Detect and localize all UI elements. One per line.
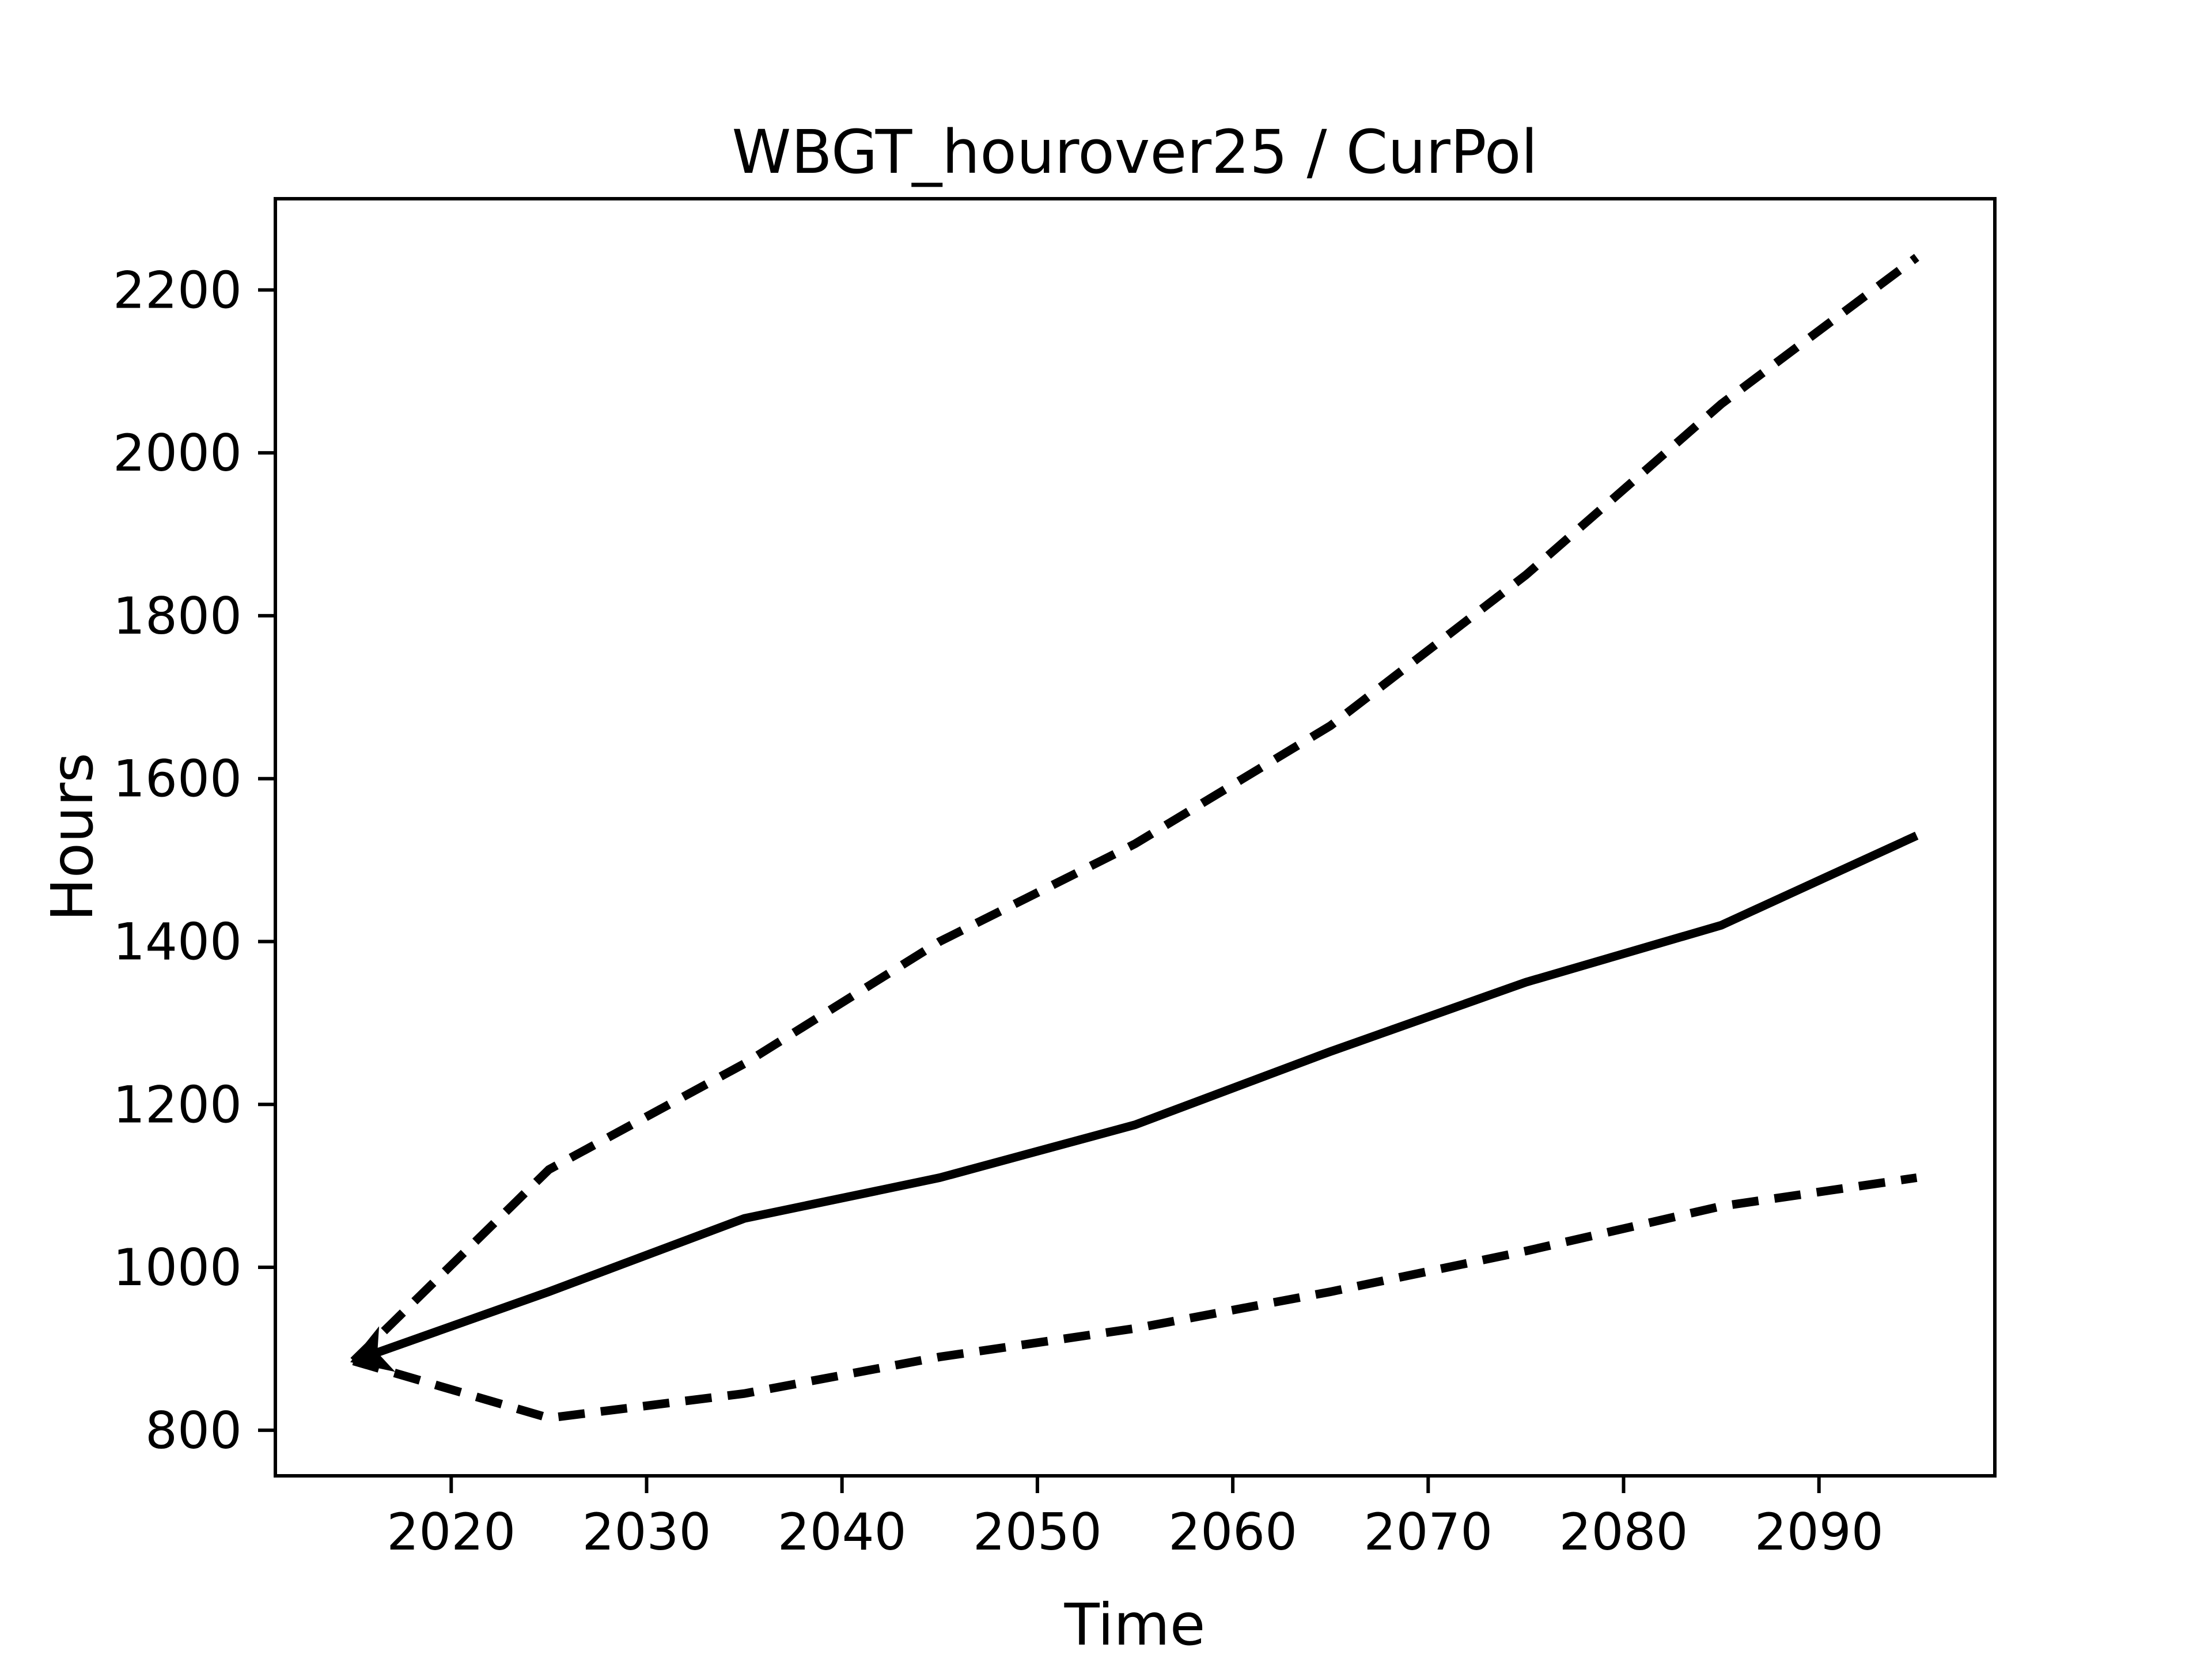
x-tick-label: 2020: [387, 1502, 516, 1562]
y-tick-label: 1800: [113, 586, 242, 646]
series-upper-bound-line: [350, 253, 1919, 1364]
y-tick-label: 2000: [113, 423, 242, 483]
y-tick-label: 1600: [113, 749, 242, 809]
x-axis-label: Time: [1064, 1591, 1206, 1658]
x-tick-label: 2090: [1755, 1502, 1884, 1562]
x-tick-label: 2080: [1559, 1502, 1688, 1562]
series-lower-bound-line: [352, 1173, 1918, 1423]
y-tick-label: 1200: [113, 1075, 242, 1134]
series-median-line: [352, 831, 1919, 1365]
y-tick-label: 800: [145, 1401, 242, 1460]
y-tick-label: 1400: [113, 912, 242, 971]
x-tick-label: 2050: [973, 1502, 1102, 1562]
y-tick-label: 2200: [113, 260, 242, 320]
axes-spines: [274, 197, 1997, 1478]
x-tick-label: 2060: [1168, 1502, 1297, 1562]
y-axis-label: Hours: [39, 753, 106, 922]
x-tick-label: 2070: [1363, 1502, 1493, 1562]
x-tick-label: 2030: [582, 1502, 711, 1562]
x-tick-label: 2040: [778, 1502, 907, 1562]
y-tick-label: 1000: [113, 1238, 242, 1297]
chart-title: WBGT_hourover25 / CurPol: [732, 117, 1538, 187]
plot-area: 2020 2030 2040 2050 2060 2070 2080 2090 800 1000 1…: [113, 197, 1997, 1562]
